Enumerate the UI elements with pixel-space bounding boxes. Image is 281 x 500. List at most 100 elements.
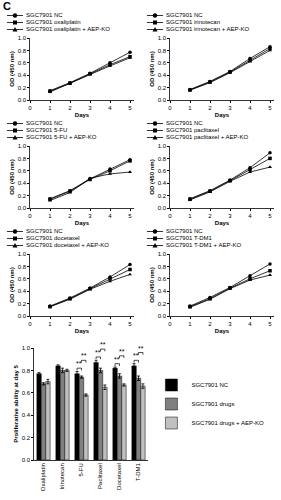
svg-text:T-DM1: T-DM1 (135, 463, 141, 482)
svg-text:Proliferative ability at day 5: Proliferative ability at day 5 (13, 364, 19, 442)
svg-text:3: 3 (228, 213, 232, 219)
svg-text:0: 0 (168, 213, 172, 219)
svg-text:1: 1 (188, 213, 192, 219)
svg-text:1: 1 (48, 105, 52, 111)
svg-text:1.0: 1.0 (18, 251, 27, 257)
svg-text:0.8: 0.8 (18, 156, 27, 162)
svg-text:0.2: 0.2 (158, 85, 167, 91)
svg-text:0.8: 0.8 (22, 368, 31, 374)
svg-text:3: 3 (228, 105, 232, 111)
svg-text:SGC7901 drugs: SGC7901 drugs (191, 401, 234, 407)
svg-text:Paclitaxel: Paclitaxel (97, 463, 103, 489)
svg-text:1: 1 (188, 105, 192, 111)
svg-text:SGC7901 NC: SGC7901 NC (191, 382, 228, 388)
svg-text:0.0: 0.0 (158, 97, 167, 103)
svg-text:4: 4 (108, 105, 112, 111)
svg-text:Docetaxel: Docetaxel (116, 463, 122, 490)
svg-text:1.0: 1.0 (158, 251, 167, 257)
svg-text:1.0: 1.0 (18, 35, 27, 41)
svg-text:Irinotecan: Irinotecan (59, 463, 65, 489)
svg-text:**: ** (114, 356, 120, 363)
svg-text:0.2: 0.2 (158, 301, 167, 307)
svg-text:0: 0 (28, 213, 32, 219)
svg-text:0.2: 0.2 (18, 85, 27, 91)
svg-text:**: ** (138, 345, 144, 352)
svg-text:**: ** (133, 352, 139, 359)
svg-text:5: 5 (268, 213, 272, 219)
svg-text:Days: Days (215, 220, 230, 226)
svg-text:0.8: 0.8 (158, 48, 167, 54)
svg-text:0.4: 0.4 (158, 288, 167, 294)
svg-text:4: 4 (108, 213, 112, 219)
svg-text:0.0: 0.0 (158, 205, 167, 211)
svg-text:OD (450 nm): OD (450 nm) (149, 159, 155, 194)
svg-text:0: 0 (168, 321, 172, 327)
svg-text:0.2: 0.2 (18, 193, 27, 199)
svg-text:0.2: 0.2 (22, 435, 31, 441)
svg-text:0.4: 0.4 (158, 180, 167, 186)
svg-text:2: 2 (208, 321, 212, 327)
svg-text:1: 1 (188, 321, 192, 327)
svg-text:1.0: 1.0 (158, 35, 167, 41)
svg-text:1.0: 1.0 (158, 143, 167, 149)
svg-text:0.0: 0.0 (18, 205, 27, 211)
svg-text:**: ** (95, 349, 101, 356)
svg-text:**: ** (100, 341, 106, 348)
svg-text:OD (450 nm): OD (450 nm) (9, 159, 15, 194)
svg-text:OD (450 nm): OD (450 nm) (149, 51, 155, 86)
svg-text:**: ** (119, 348, 125, 355)
svg-text:4: 4 (108, 321, 112, 327)
svg-text:0.4: 0.4 (18, 72, 27, 78)
svg-text:0: 0 (28, 321, 32, 327)
svg-text:1.0: 1.0 (22, 345, 31, 351)
svg-text:SGC7901 drugs + AEP-KO: SGC7901 drugs + AEP-KO (191, 420, 264, 426)
svg-text:0: 0 (168, 105, 172, 111)
svg-text:Days: Days (215, 328, 230, 334)
svg-text:Days: Days (75, 112, 90, 118)
svg-text:Days: Days (75, 220, 90, 226)
svg-text:0.8: 0.8 (158, 156, 167, 162)
svg-text:0.6: 0.6 (158, 60, 167, 66)
svg-text:0.0: 0.0 (18, 313, 27, 319)
svg-text:0.6: 0.6 (18, 168, 27, 174)
svg-text:0.4: 0.4 (18, 288, 27, 294)
svg-text:0.4: 0.4 (158, 72, 167, 78)
svg-text:2: 2 (208, 213, 212, 219)
svg-text:0.6: 0.6 (22, 390, 31, 396)
svg-text:0.2: 0.2 (18, 301, 27, 307)
svg-text:OD (450 nm): OD (450 nm) (9, 267, 15, 302)
svg-text:0.6: 0.6 (158, 168, 167, 174)
svg-text:0.2: 0.2 (158, 193, 167, 199)
svg-text:OD (450 nm): OD (450 nm) (9, 51, 15, 86)
svg-text:Oxaliplatin: Oxaliplatin (40, 463, 46, 491)
svg-text:5: 5 (268, 321, 272, 327)
svg-text:0.6: 0.6 (18, 276, 27, 282)
svg-text:5: 5 (268, 105, 272, 111)
svg-text:Days: Days (75, 328, 90, 334)
svg-text:OD (450 nm): OD (450 nm) (149, 267, 155, 302)
svg-text:2: 2 (68, 105, 72, 111)
svg-text:1: 1 (48, 213, 52, 219)
svg-text:3: 3 (88, 213, 92, 219)
svg-text:4: 4 (248, 213, 252, 219)
svg-text:0.0: 0.0 (158, 313, 167, 319)
svg-text:0.6: 0.6 (158, 276, 167, 282)
svg-text:5-FU: 5-FU (78, 463, 84, 476)
svg-text:2: 2 (68, 321, 72, 327)
svg-text:3: 3 (88, 321, 92, 327)
svg-text:0.8: 0.8 (158, 264, 167, 270)
svg-text:2: 2 (208, 105, 212, 111)
svg-text:3: 3 (88, 105, 92, 111)
svg-text:0.0: 0.0 (18, 97, 27, 103)
svg-text:**: ** (76, 360, 82, 367)
svg-text:0.6: 0.6 (18, 60, 27, 66)
svg-text:1.0: 1.0 (18, 143, 27, 149)
svg-text:0.8: 0.8 (18, 264, 27, 270)
svg-text:0: 0 (28, 105, 32, 111)
svg-text:0.4: 0.4 (22, 412, 31, 418)
svg-text:5: 5 (128, 105, 132, 111)
svg-text:**: ** (81, 352, 87, 359)
svg-text:5: 5 (128, 213, 132, 219)
svg-text:4: 4 (248, 105, 252, 111)
svg-text:1: 1 (48, 321, 52, 327)
